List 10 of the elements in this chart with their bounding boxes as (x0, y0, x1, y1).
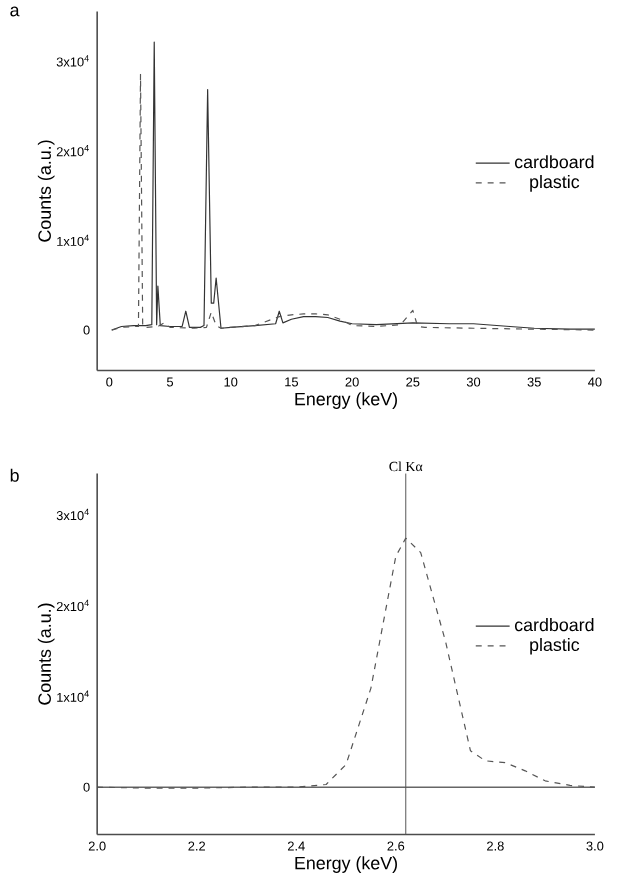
legend-label: plastic (529, 637, 579, 655)
legend-label: cardboard (514, 618, 594, 632)
legend-label: plastic (529, 175, 579, 192)
legend-label: cardboard (514, 155, 594, 169)
y-axis-title: Counts (a.u.) (37, 140, 55, 242)
x-axis-title: Energy (keV) (295, 856, 397, 873)
y-axis-title: Counts (a.u.) (37, 603, 55, 705)
x-axis-title: Energy (keV) (295, 392, 397, 409)
chart-title: a (10, 6, 20, 17)
chart-title: b (10, 468, 19, 482)
